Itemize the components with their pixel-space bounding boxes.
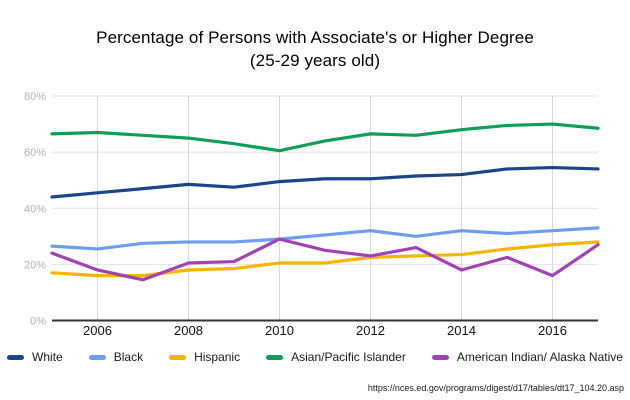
legend-swatch-icon [266, 354, 284, 360]
legend-label: Hispanic [194, 350, 241, 364]
x-tick-label: 2016 [538, 323, 567, 338]
chart-title-line1: Percentage of Persons with Associate's o… [96, 28, 534, 47]
legend-item-white: White [7, 350, 63, 364]
y-tick-label: 60% [24, 147, 46, 159]
legend-label: Black [113, 350, 144, 364]
chart-title-line2: (25-29 years old) [249, 51, 381, 70]
legend-item-hispanic: Hispanic [169, 350, 240, 364]
legend-item-asian-pacific-islander: Asian/Pacific Islander [266, 350, 406, 364]
x-tick-label: 2008 [174, 323, 203, 338]
y-tick-label: 0% [30, 316, 46, 328]
legend-label: American Indian/ Alaska Native [456, 350, 623, 364]
legend-swatch-icon [431, 354, 449, 360]
legend-swatch-icon [88, 354, 106, 360]
legend-item-black: Black [88, 350, 144, 364]
legend-label: White [32, 350, 63, 364]
series-line-american-indian-alaska-native [50, 237, 600, 282]
legend: White Black Hispanic Asian/Pacific Islander… [0, 347, 630, 367]
x-tick-label: 2006 [83, 323, 112, 338]
y-tick-label: 80% [24, 91, 46, 103]
line-chart: 0% 20% 40% 60% 80% 2006 2008 2010 2012 2014 2016 [24, 91, 600, 338]
y-tick-label: 40% [24, 203, 46, 215]
legend-swatch-icon [169, 354, 187, 360]
chart-title: Percentage of Persons with Associate's o… [0, 26, 630, 72]
legend-swatch-icon [7, 354, 25, 360]
series-line-black [50, 226, 600, 251]
legend-label: Asian/Pacific Islander [291, 350, 406, 364]
x-tick-label: 2014 [447, 323, 476, 338]
series-line-asian-pacific-islander [50, 122, 600, 153]
legend-item-american-indian-alaska-native: American Indian/ Alaska Native [431, 350, 623, 364]
series-line-white [50, 165, 600, 199]
x-tick-label: 2010 [265, 323, 294, 338]
series-line-hispanic [50, 240, 600, 278]
y-tick-label: 20% [24, 259, 46, 271]
x-tick-label: 2012 [356, 323, 385, 338]
source-url: https://nces.ed.gov/programs/digest/d17/… [367, 383, 624, 393]
